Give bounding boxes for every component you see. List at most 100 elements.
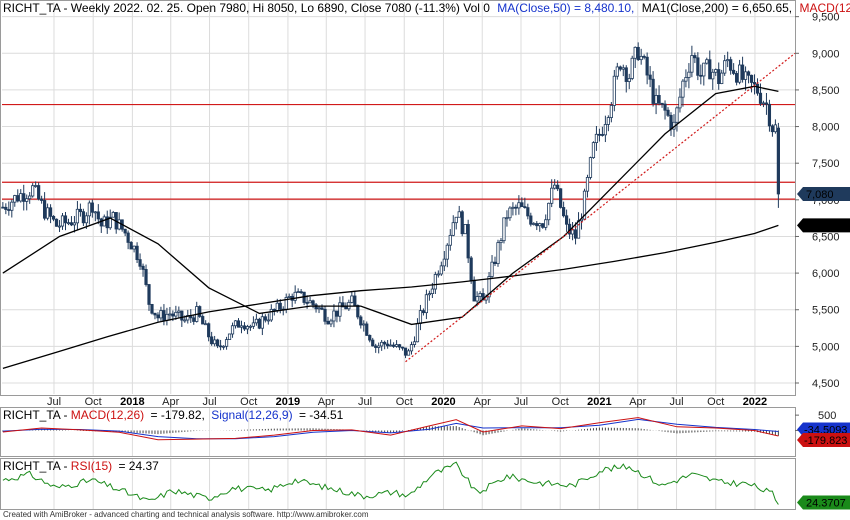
candle-body [350,295,354,303]
candle-body [720,72,724,84]
candle-body [4,206,8,210]
candle-body [57,225,62,228]
x-tick-label: Jul [514,396,528,408]
candle-body [87,202,91,217]
time-x-axis: Jul Oct 2018 Apr Jul Oct 2019 Apr Jul Oct 2020 Apr J… [47,396,767,408]
candle-body [371,339,375,347]
candle-body [248,325,253,328]
candle-body [380,341,384,347]
candle-body [359,316,363,326]
candle-body [368,334,372,341]
candle-body [391,344,396,347]
candle-body [487,276,491,298]
candle-body [746,71,751,76]
candle-body [99,218,103,227]
candle-body [251,322,256,327]
macd-y-tick-label: 500 [818,410,836,422]
y-tick-label: 4,500 [812,378,840,390]
candle-body [126,232,130,243]
candle-body [424,294,429,314]
candle-body [523,206,527,209]
candle-body [108,216,112,229]
dotted-trend-line [405,52,796,363]
candle-body [582,190,587,220]
candle-body [651,78,655,104]
x-tick-label: Jul [358,396,372,408]
candle-body [135,245,139,261]
candle-body [675,107,679,123]
candle-body [204,323,208,326]
candle-body [221,345,226,348]
candle-body [66,222,71,225]
candle-body [535,223,539,227]
candle-body [711,71,715,80]
candle-body [123,228,127,234]
candle-body [690,55,694,73]
candle-body [311,300,315,306]
candle-body [705,59,709,64]
candle-body [93,211,97,214]
candle-body [547,202,551,221]
candle-body [666,109,670,116]
candle-body [478,293,482,297]
candle-body [216,339,220,347]
candle-body [699,74,703,77]
candle-body [588,157,593,178]
candle-body [770,125,775,133]
candle-body [374,345,378,348]
candle-body [451,222,455,236]
candle-body [481,293,485,301]
x-tick-label: Oct [707,396,724,408]
candle-body [758,92,763,104]
price-tag-box [797,218,850,233]
macd-pane [0,407,796,457]
rsi-value: = 24.37 [118,459,159,473]
x-tick-label: 2019 [276,396,300,408]
candle-body [192,317,196,322]
x-tick-label: Oct [85,396,102,408]
x-tick-label: 2021 [587,396,611,408]
candle-body [174,311,178,317]
chart-title: RICHT_TA - Weekly 2022. 02. 25. Open 798… [3,1,850,15]
candle-body [320,307,324,310]
candle-body [156,314,160,319]
candle-body [520,202,524,208]
candle-body [168,313,172,316]
candle-body [618,66,622,70]
candle-body [317,307,321,310]
candle-body [242,325,247,330]
candle-body [305,302,309,304]
candle-body [40,198,44,201]
candle-body [19,193,23,202]
candle-body [445,244,449,260]
candle-body [466,224,470,259]
candle-body [198,306,202,317]
macd-value: = -179.82, [150,408,204,422]
candle-body [218,345,223,348]
candle-body [469,257,473,281]
candle-body [570,229,575,235]
candle-body [457,211,461,218]
candle-body [16,195,20,202]
candle-body [517,202,521,209]
macd-tag-label: -179.823 [804,435,847,447]
candle-body [141,265,145,270]
ma50-line [2,85,779,326]
candle-body [550,187,554,204]
candle-body [239,325,244,328]
price-tag-box [797,186,850,201]
candle-body [78,208,83,213]
candle-body [72,222,77,226]
candle-body [505,217,509,220]
x-tick-label: Oct [396,396,413,408]
candle-body [642,55,646,58]
candle-body [236,320,241,328]
candle-body [433,274,437,290]
candle-body [150,304,154,314]
candle-body [738,64,742,83]
candle-body [207,323,211,338]
candle-body [397,344,402,348]
candle-body [37,185,41,200]
candle-body [386,343,390,347]
candle-body [693,55,697,59]
